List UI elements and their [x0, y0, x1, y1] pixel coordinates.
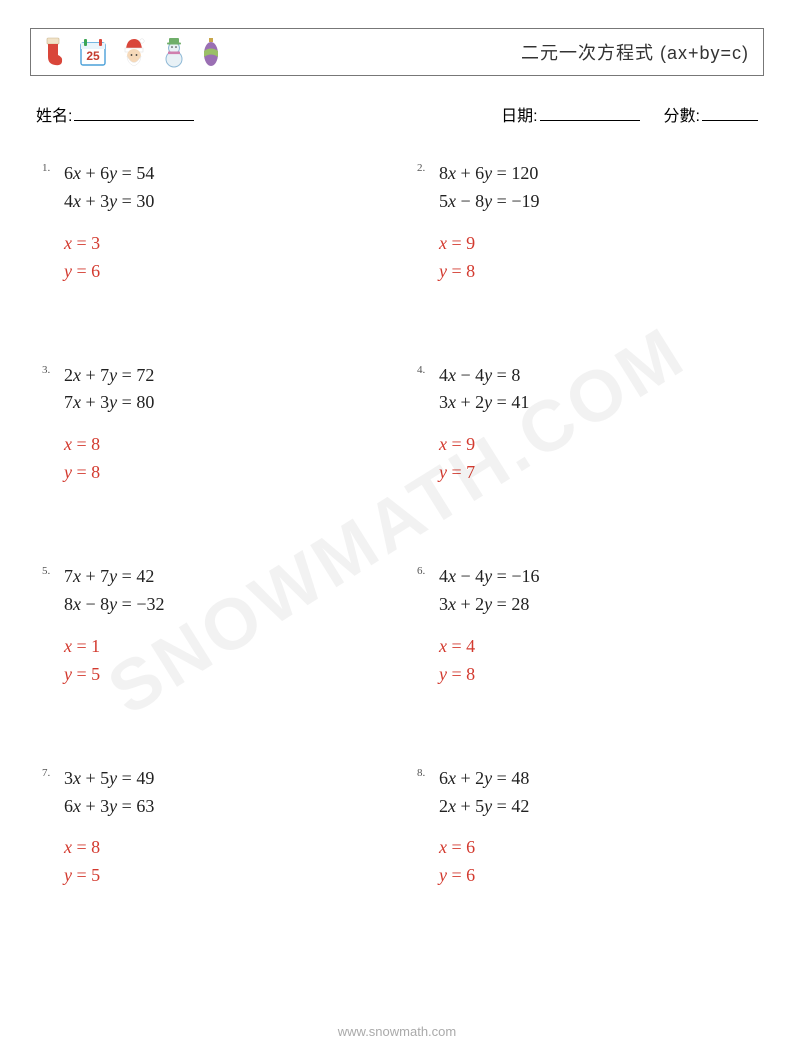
answers: x = 1y = 5: [64, 633, 164, 689]
equation-1: 7x + 7y = 42: [64, 563, 164, 591]
score-blank: [702, 120, 758, 121]
answer-x: x = 6: [439, 834, 529, 862]
answers: x = 4y = 8: [439, 633, 539, 689]
answer-y: y = 7: [439, 459, 529, 487]
answer-x: x = 1: [64, 633, 164, 661]
equation-1: 3x + 5y = 49: [64, 765, 154, 793]
equation-2: 8x − 8y = −32: [64, 591, 164, 619]
answers: x = 8y = 5: [64, 834, 154, 890]
problem-number: 1.: [42, 160, 64, 174]
problem-number: 6.: [417, 563, 439, 577]
answer-y: y = 8: [439, 258, 539, 286]
answer-y: y = 6: [64, 258, 154, 286]
equations: 6x + 6y = 544x + 3y = 30: [64, 160, 154, 216]
problem: 2.8x + 6y = 1205x − 8y = −19 x = 9y = 8: [417, 160, 752, 286]
equations: 8x + 6y = 1205x − 8y = −19: [439, 160, 539, 216]
equations: 6x + 2y = 482x + 5y = 42: [439, 765, 529, 821]
equation-2: 5x − 8y = −19: [439, 188, 539, 216]
worksheet-header: 25: [30, 28, 764, 76]
problem-number: 8.: [417, 765, 439, 779]
info-row: 姓名: 日期: 分數:: [30, 102, 764, 126]
answer-y: y = 5: [64, 661, 164, 689]
equations: 4x − 4y = 83x + 2y = 41: [439, 362, 529, 418]
calendar-icon: 25: [79, 37, 107, 67]
answer-y: y = 6: [439, 862, 529, 890]
date-blank: [540, 120, 640, 121]
ornament-icon: [201, 36, 221, 68]
problem-number: 3.: [42, 362, 64, 376]
score-label: 分數:: [664, 108, 700, 125]
problem: 4.4x − 4y = 83x + 2y = 41 x = 9y = 7: [417, 362, 752, 488]
answer-y: y = 8: [64, 459, 154, 487]
answers: x = 9y = 8: [439, 230, 539, 286]
equations: 4x − 4y = −163x + 2y = 28: [439, 563, 539, 619]
equation-2: 3x + 2y = 41: [439, 389, 529, 417]
equation-2: 2x + 5y = 42: [439, 793, 529, 821]
equation-1: 4x − 4y = 8: [439, 362, 529, 390]
answer-x: x = 9: [439, 431, 529, 459]
answer-x: x = 9: [439, 230, 539, 258]
equations: 3x + 5y = 496x + 3y = 63: [64, 765, 154, 821]
answers: x = 8y = 8: [64, 431, 154, 487]
svg-text:25: 25: [86, 49, 100, 63]
equation-1: 4x − 4y = −16: [439, 563, 539, 591]
worksheet-title: 二元一次方程式 (ax+by=c): [521, 39, 749, 65]
equations: 2x + 7y = 727x + 3y = 80: [64, 362, 154, 418]
answer-x: x = 4: [439, 633, 539, 661]
date-label: 日期:: [501, 108, 537, 125]
equation-2: 4x + 3y = 30: [64, 188, 154, 216]
name-blank: [74, 120, 194, 121]
equation-2: 3x + 2y = 28: [439, 591, 539, 619]
problem: 3.2x + 7y = 727x + 3y = 80 x = 8y = 8: [42, 362, 377, 488]
problem-number: 2.: [417, 160, 439, 174]
equation-2: 6x + 3y = 63: [64, 793, 154, 821]
equation-1: 8x + 6y = 120: [439, 160, 539, 188]
answers: x = 3y = 6: [64, 230, 154, 286]
stocking-icon: [41, 37, 65, 67]
problem: 7.3x + 5y = 496x + 3y = 63 x = 8y = 5: [42, 765, 377, 891]
problem-number: 7.: [42, 765, 64, 779]
answer-y: y = 8: [439, 661, 539, 689]
problem: 8.6x + 2y = 482x + 5y = 42 x = 6y = 6: [417, 765, 752, 891]
answer-x: x = 8: [64, 431, 154, 459]
name-label: 姓名:: [36, 108, 72, 125]
snowman-icon: [161, 36, 187, 68]
equation-1: 6x + 2y = 48: [439, 765, 529, 793]
problem-number: 5.: [42, 563, 64, 577]
equation-1: 2x + 7y = 72: [64, 362, 154, 390]
equation-2: 7x + 3y = 80: [64, 389, 154, 417]
answers: x = 6y = 6: [439, 834, 529, 890]
answer-y: y = 5: [64, 862, 154, 890]
answer-x: x = 3: [64, 230, 154, 258]
footer-url: www.snowmath.com: [0, 1024, 794, 1039]
santa-icon: [121, 37, 147, 67]
problem: 1.6x + 6y = 544x + 3y = 30 x = 3y = 6: [42, 160, 377, 286]
equations: 7x + 7y = 428x − 8y = −32: [64, 563, 164, 619]
problems-grid: 1.6x + 6y = 544x + 3y = 30x = 3y = 62.8x…: [30, 160, 764, 890]
problem-number: 4.: [417, 362, 439, 376]
equation-1: 6x + 6y = 54: [64, 160, 154, 188]
problem: 6.4x − 4y = −163x + 2y = 28 x = 4y = 8: [417, 563, 752, 689]
answers: x = 9y = 7: [439, 431, 529, 487]
answer-x: x = 8: [64, 834, 154, 862]
header-icons: 25: [41, 36, 221, 68]
problem: 5.7x + 7y = 428x − 8y = −32 x = 1y = 5: [42, 563, 377, 689]
